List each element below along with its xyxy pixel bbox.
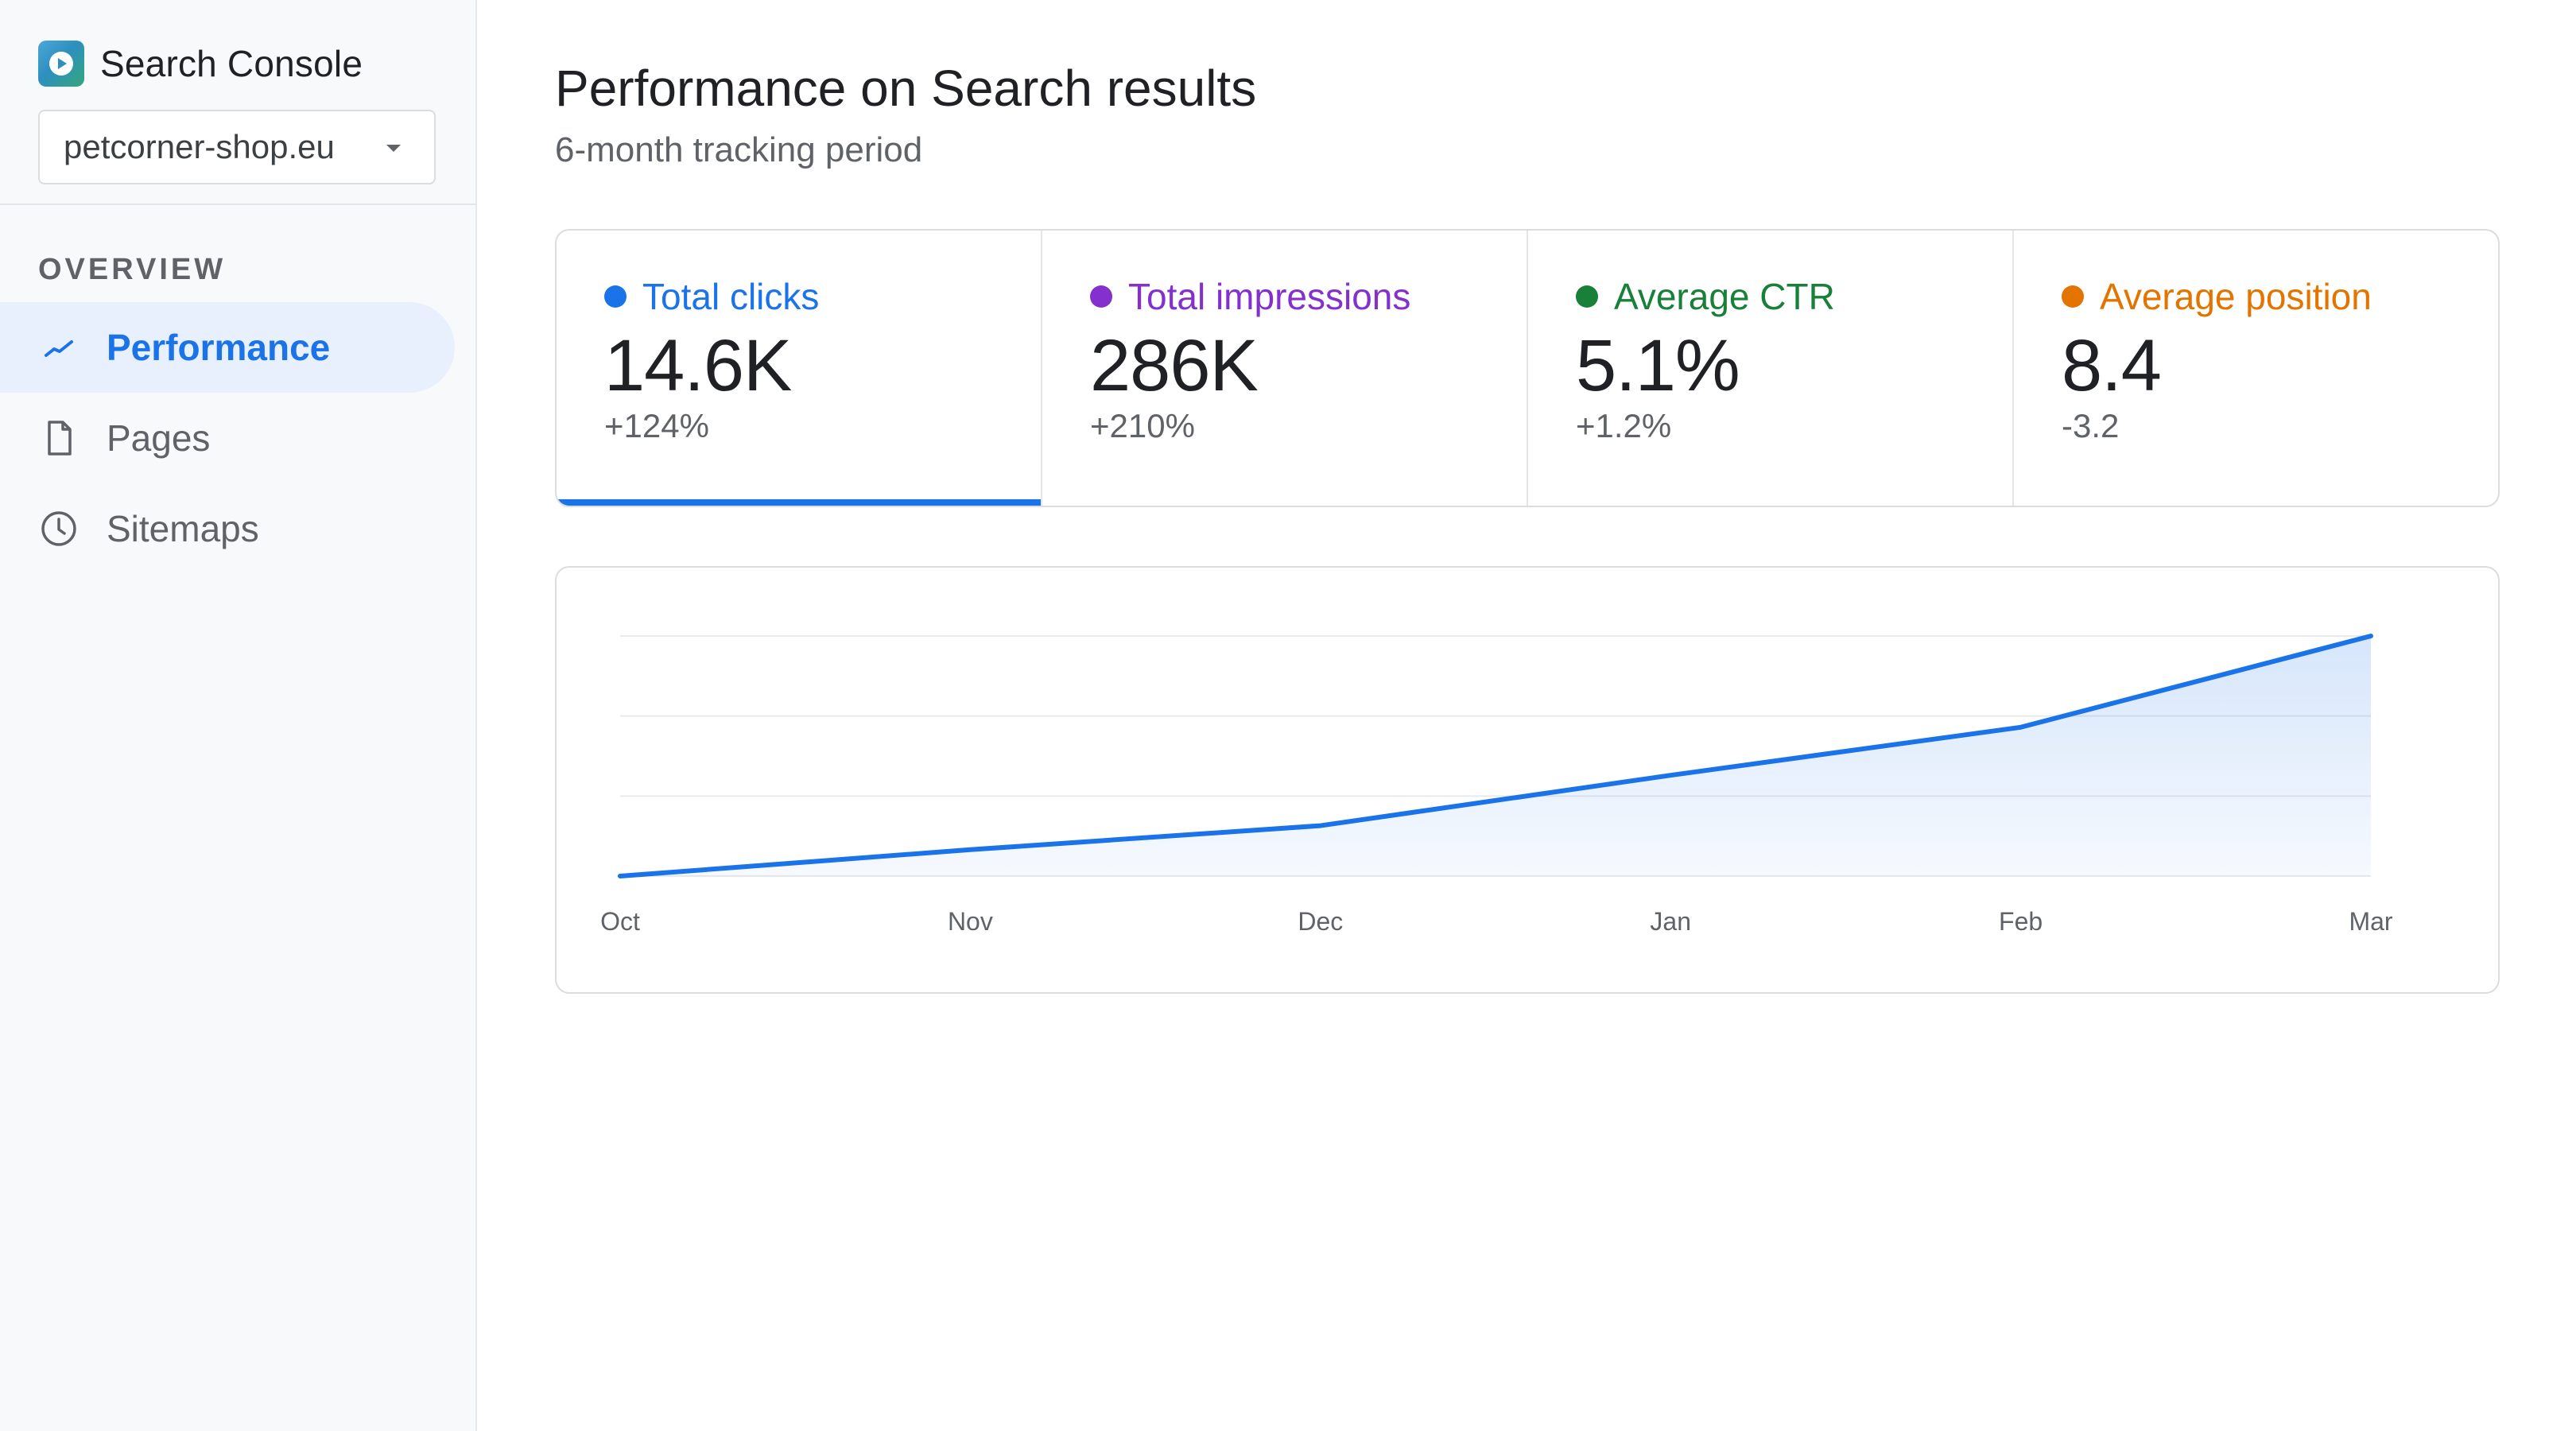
series-dot-icon [1576,285,1598,308]
sidebar-item-performance[interactable]: Performance [0,302,455,393]
section-label-overview: OVERVIEW [38,253,227,286]
x-tick-label: Oct [600,907,640,936]
series-area [620,636,2371,876]
metrics-panel: Total clicks 14.6K +124% Total impressio… [555,229,2500,507]
main-content: Performance on Search results 6-month tr… [477,0,2576,1431]
page-subtitle: 6-month tracking period [555,130,923,169]
x-tick-label: Dec [1298,907,1343,936]
search-console-logo-icon [38,41,84,87]
series-line [618,634,2373,878]
performance-chart[interactable]: Oct Nov Dec Jan Feb Mar [557,568,2498,992]
x-tick-label: Feb [1999,907,2043,936]
x-tick-label: Mar [2349,907,2392,936]
sidebar: Search Console petcorner-shop.eu OVERVIE… [0,0,477,1431]
metric-label: Average CTR [1614,276,1835,317]
sidebar-divider [0,204,475,205]
metric-change: +1.2% [1576,407,1672,444]
series-dot-icon [2062,285,2084,308]
metric-label: Average position [2100,276,2372,317]
sidebar-item-label: Performance [107,327,331,368]
metric-change: -3.2 [2062,407,2120,444]
series-dot-icon [1090,285,1112,308]
metric-total-clicks[interactable]: Total clicks 14.6K +124% [557,231,1042,506]
metric-value: 286K [1090,325,1259,406]
series-dot-icon [604,285,627,308]
x-tick-label: Jan [1650,907,1691,936]
metric-header: Average CTR [1576,275,1835,318]
sidebar-item-pages[interactable]: Pages [0,393,455,483]
sidebar-item-label: Pages [107,417,211,459]
dropdown-arrow-icon [386,145,401,152]
metric-header: Total clicks [604,275,819,318]
clock-icon [38,508,80,549]
metric-value: 14.6K [604,325,792,406]
page-icon [38,417,80,459]
trend-icon [38,327,80,368]
metric-change: +124% [604,407,709,444]
metric-label: Total clicks [642,276,820,317]
sidebar-item-label: Sitemaps [107,508,259,549]
page-title: Performance on Search results [555,60,1257,117]
performance-chart-card: Oct Nov Dec Jan Feb Mar [555,566,2500,994]
x-tick-label: Nov [948,907,993,936]
metric-change: +210% [1090,407,1195,444]
brand[interactable]: Search Console [38,41,363,87]
metric-average-position[interactable]: Average position 8.4 -3.2 [2014,231,2498,506]
property-name: petcorner-shop.eu [64,128,335,165]
metric-value: 8.4 [2062,325,2162,406]
property-selector[interactable]: petcorner-shop.eu [38,110,436,184]
metric-total-impressions[interactable]: Total impressions 286K +210% [1042,231,1528,506]
metric-header: Average position [2062,275,2372,318]
metric-average-ctr[interactable]: Average CTR 5.1% +1.2% [1528,231,2014,506]
metric-value: 5.1% [1576,325,1740,406]
metric-header: Total impressions [1090,275,1410,318]
app-name: Search Console [100,43,363,84]
metric-label: Total impressions [1128,276,1411,317]
sidebar-item-sitemaps[interactable]: Sitemaps [0,483,455,574]
